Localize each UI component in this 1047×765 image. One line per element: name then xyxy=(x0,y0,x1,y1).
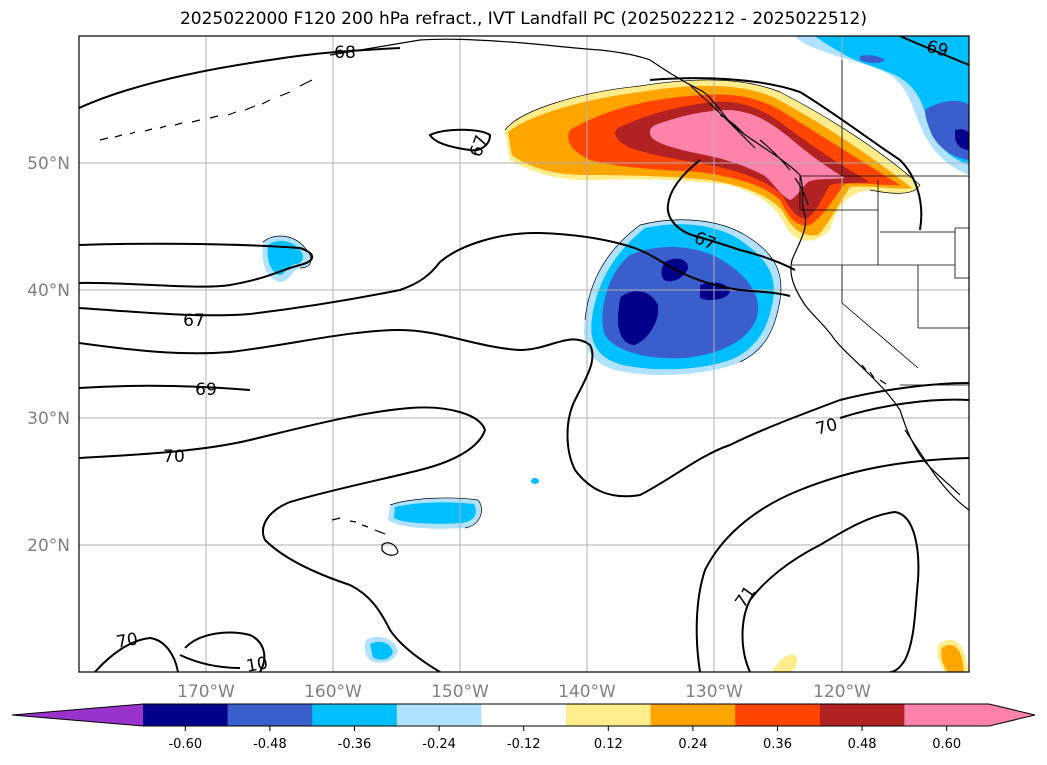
negative-anomaly-northeast xyxy=(795,36,969,175)
contour-label: 70 xyxy=(115,629,140,652)
lat-label-30n: 30°N xyxy=(27,409,70,429)
colorbar-segment xyxy=(819,704,905,726)
map-frame xyxy=(78,35,970,673)
map-content: 68 67 67 67 69 70 70 71 70 10 69 xyxy=(79,36,969,676)
contour-label: 10 xyxy=(245,653,270,676)
contour-label: 70 xyxy=(163,447,185,467)
colorbar-segment xyxy=(735,704,821,726)
colorbar-tick-label: 0.12 xyxy=(594,737,623,752)
colorbar-tick-label: -0.12 xyxy=(507,737,541,752)
contour-label: 68 xyxy=(334,43,356,63)
positive-anomaly-north xyxy=(505,79,920,241)
coastlines xyxy=(99,38,969,556)
lon-label-140w: 140°W xyxy=(558,682,616,702)
colorbar-tick-label: -0.48 xyxy=(253,737,287,752)
colorbar-tick-label: -0.36 xyxy=(338,737,372,752)
latitude-labels: 50°N 40°N 30°N 20°N xyxy=(27,154,70,556)
borders xyxy=(792,60,969,386)
colorbar-ticks: -0.60 -0.48 -0.36 -0.24 -0.12 0.12 0.24 0.36 0.4… xyxy=(168,726,961,752)
lat-label-20n: 20°N xyxy=(27,536,70,556)
lon-label-150w: 150°W xyxy=(431,682,489,702)
lon-label-120w: 120°W xyxy=(813,682,871,702)
colorbar-tick-label: 0.36 xyxy=(763,737,792,752)
lon-label-170w: 170°W xyxy=(177,682,235,702)
colorbar-tick-label: 0.24 xyxy=(678,737,707,752)
shading-outlines xyxy=(262,79,921,529)
colorbar-segment xyxy=(481,704,567,726)
lon-label-130w: 130°W xyxy=(685,682,743,702)
colorbar-tick-label: -0.24 xyxy=(422,737,456,752)
graticule xyxy=(79,36,969,672)
negative-anomaly-central xyxy=(584,219,781,375)
colorbar-extend-high xyxy=(989,704,1035,726)
colorbar: -0.60 -0.48 -0.36 -0.24 -0.12 0.12 0.24 0.36 0.4… xyxy=(11,703,1036,752)
lat-label-50n: 50°N xyxy=(27,154,70,174)
lat-label-40n: 40°N xyxy=(27,281,70,301)
contour-label: 67 xyxy=(183,311,205,331)
colorbar-segment xyxy=(396,704,482,726)
colorbar-segment xyxy=(904,704,990,726)
colorbar-segment xyxy=(227,704,313,726)
colorbar-segments xyxy=(143,704,990,726)
colorbar-segment xyxy=(650,704,736,726)
positive-anomaly-patches xyxy=(772,639,969,672)
colorbar-tick-label: -0.60 xyxy=(168,737,202,752)
contour-label: 69 xyxy=(195,380,217,400)
colorbar-extend-low xyxy=(12,704,143,726)
map-title: 2025022000 F120 200 hPa refract., IVT La… xyxy=(179,9,867,29)
refractivity-contours xyxy=(79,36,969,672)
colorbar-segment xyxy=(312,704,398,726)
lon-label-160w: 160°W xyxy=(304,682,362,702)
longitude-labels: 170°W 160°W 150°W 140°W 130°W 120°W xyxy=(177,682,871,702)
colorbar-segment xyxy=(566,704,652,726)
colorbar-tick-label: 0.60 xyxy=(932,737,961,752)
colorbar-segment xyxy=(143,704,229,726)
colorbar-tick-label: 0.48 xyxy=(848,737,877,752)
